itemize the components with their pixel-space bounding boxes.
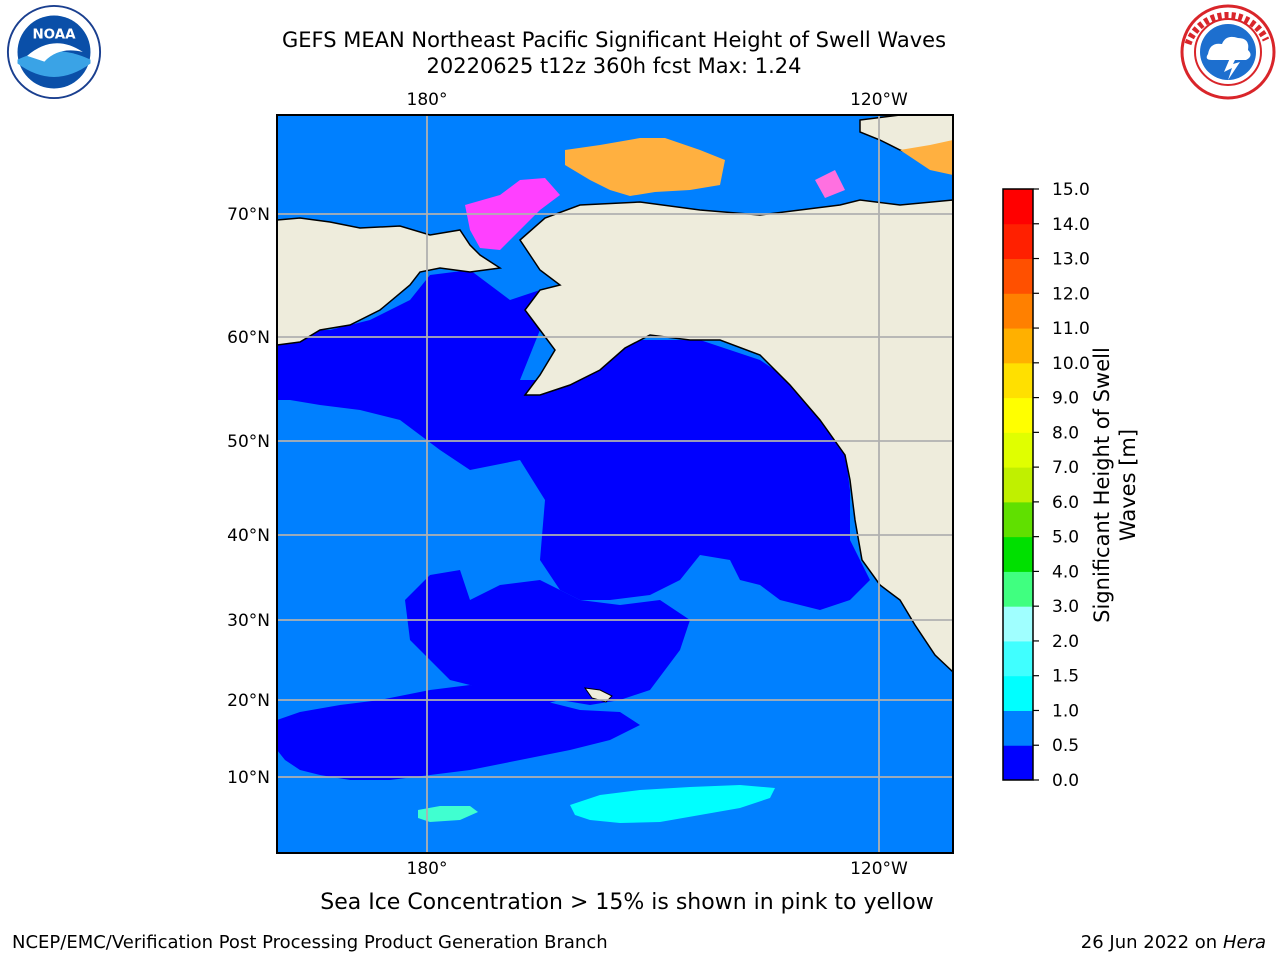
low-swell-region-north [277,270,870,610]
graticule [277,115,953,853]
map-frame [276,114,954,854]
colorbar-label: 11.0 [1052,319,1090,339]
colorbar-label: 2.0 [1052,632,1079,652]
colorbar-label: 12.0 [1052,284,1090,304]
colorbar-swatch [1003,189,1033,225]
low-swell-region-southwest [277,685,640,780]
moderate-swell-patch-west [418,806,478,822]
land-north-america [519,199,953,674]
colorbar-swatch [1003,675,1033,711]
lat-tick-30n: 30°N [227,611,270,631]
colorbar-label: 14.0 [1052,215,1090,235]
colorbar-label: 9.0 [1052,389,1079,409]
date-text: 26 Jun 2022 on [1080,932,1218,953]
lat-tick-70n: 70°N [227,205,270,225]
machine-name: Hera [1222,932,1266,953]
moderate-swell-patch-east [570,785,775,823]
lat-tick-20n: 20°N [227,691,270,711]
colorbar-swatch [1003,710,1033,746]
colorbar-swatch [1003,328,1033,364]
colorbar-label: 4.0 [1052,562,1079,582]
colorbar-label: 3.0 [1052,597,1079,617]
colorbar-title: Significant Height of Swell Waves [m] [1089,305,1141,665]
colorbar-label: 1.0 [1052,701,1079,721]
colorbar-swatch [1003,467,1033,503]
land-hawaii [583,687,613,703]
colorbar-swatch [1003,536,1033,572]
colorbar-label: 1.5 [1052,667,1079,687]
colorbar-label: 5.0 [1052,528,1079,548]
colorbar-label: 13.0 [1052,250,1090,270]
bottom-tick-120w: 120°W [850,859,908,879]
colorbar-swatch [1003,640,1033,677]
colorbar-labels: 0.0 0.5 1.0 1.5 2.0 3.0 4.0 5.0 6.0 7.0 8.0 9.0 10.0… [1033,180,1090,791]
colorbar-label: 0.0 [1052,771,1079,791]
lat-tick-50n: 50°N [227,432,270,452]
colorbar-swatch [1003,745,1033,781]
sea-ice-orange [565,138,725,196]
lat-tick-40n: 40°N [227,526,270,546]
noaa-logo-text: NOAA [32,28,76,43]
top-tick-180: 180° [407,90,448,110]
sea-ice-note: Sea Ice Concentration > 15% is shown in … [320,890,934,915]
lat-tick-10n: 10°N [227,768,270,788]
colorbar-frame [1002,188,1034,781]
colorbar-label: 8.0 [1052,423,1079,443]
colorbar-swatch [1003,293,1033,329]
noaa-logo: NOAA [6,4,102,100]
colorbar-label: 7.0 [1052,458,1079,478]
colorbar-swatch [1003,397,1033,433]
colorbar-swatch [1003,258,1033,294]
chart-title: GEFS MEAN Northeast Pacific Significant … [281,28,947,52]
colorbar-label: 6.0 [1052,493,1079,513]
colorbar-swatches [1003,189,1033,781]
colorbar-label: 0.5 [1052,736,1079,756]
bottom-tick-180: 180° [407,859,448,879]
low-swell-region-central [405,570,690,710]
sea-ice-orange-east [900,140,953,175]
colorbar-label: 15.0 [1052,180,1090,200]
land-siberia [277,217,503,346]
nws-logo [1180,4,1276,100]
date-stamp: 26 Jun 2022 on Hera [1081,932,1266,953]
credit-text: NCEP/EMC/Verification Post Processing Pr… [12,932,608,953]
colorbar-swatch [1003,362,1033,399]
sea-ice-pink-east [815,170,845,198]
lat-tick-60n: 60°N [227,328,270,348]
colorbar-title-line2: Waves [m] [1116,428,1140,542]
chart-subtitle: 20220625 t12z 360h fcst Max: 1.24 [426,54,802,78]
colorbar-swatch [1003,501,1033,538]
colorbar-swatch [1003,223,1033,260]
colorbar-swatch [1003,432,1033,468]
colorbar-swatch [1003,571,1033,607]
top-tick-120w: 120°W [850,90,908,110]
colorbar-swatch [1003,606,1033,642]
colorbar-label: 10.0 [1052,354,1090,374]
colorbar-title-line1: Significant Height of Swell [1090,347,1114,623]
